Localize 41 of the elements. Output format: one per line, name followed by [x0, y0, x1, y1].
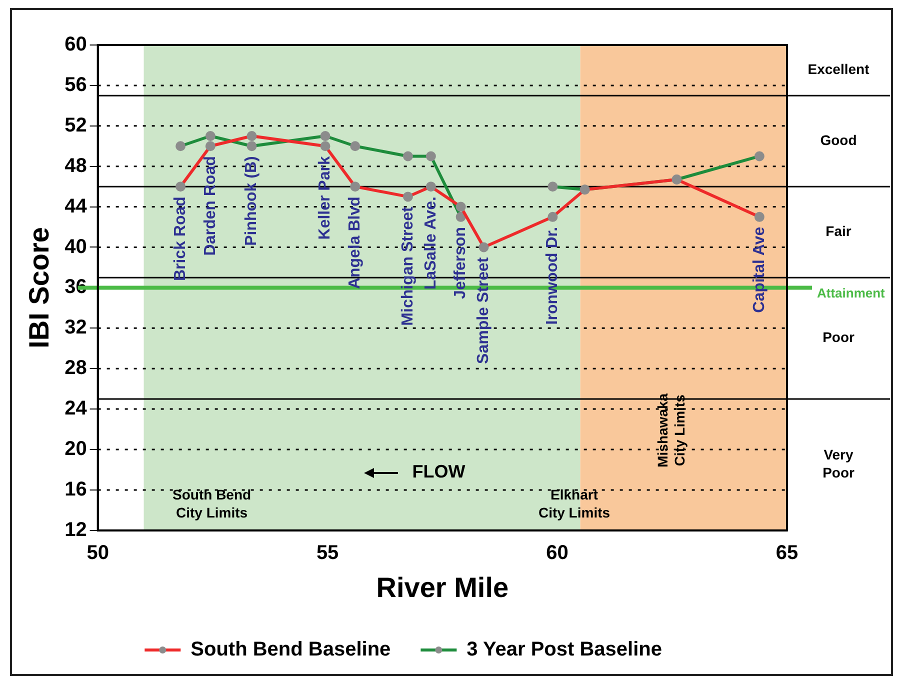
annotation: Capital Ave — [750, 226, 768, 313]
annotation: Ironwood Dr. — [544, 226, 562, 325]
ref-line-label: Attainment — [817, 285, 886, 300]
y-axis-title: IBI Score — [24, 227, 55, 348]
x-tick-label: 55 — [316, 542, 339, 564]
annotation: Darden Road — [202, 156, 219, 256]
text: Very Poor — [822, 446, 855, 481]
y-tick-label: 12 — [64, 518, 87, 541]
annotation: Pinhook (B) — [243, 156, 260, 246]
annotation: Michigan Street — [399, 206, 416, 326]
text: Excellent — [808, 61, 870, 78]
x-axis-title: River Mile — [376, 572, 509, 603]
x-tick-label: 60 — [546, 542, 568, 564]
y-tick-label: 32 — [64, 316, 87, 339]
annotation: Keller Park — [316, 156, 334, 240]
y-tick-label: 40 — [64, 236, 87, 258]
annotation: Jefferson — [452, 226, 470, 299]
text: Fair — [826, 222, 852, 239]
y-tick-label: 52 — [64, 114, 87, 136]
annotation: FLOW — [412, 461, 466, 482]
y-tick-label: 16 — [64, 478, 87, 500]
y-tick-label: 28 — [64, 357, 87, 380]
legend-label: 3 Year Post Baseline — [466, 638, 662, 661]
y-tick-label: 48 — [64, 154, 87, 177]
y-tick-label: 60 — [64, 34, 87, 56]
annotation: LaSalle Ave. — [422, 196, 440, 290]
y-tick-label: 56 — [64, 74, 87, 96]
text: Poor — [822, 329, 855, 346]
annotation: Mishawaka City Limits — [654, 393, 688, 468]
annotation: Brick Road — [172, 196, 189, 282]
annotation: Angela Blvd — [346, 196, 364, 290]
y-tick-label: 24 — [64, 398, 88, 420]
x-tick-label: 50 — [86, 542, 109, 564]
annotation: Elkhart City Limits — [538, 486, 610, 520]
y-tick-label: 20 — [64, 438, 87, 460]
x-tick-label: 65 — [776, 542, 798, 564]
annotation: Sample Street — [475, 256, 492, 364]
y-tick-label: 44 — [64, 195, 88, 218]
legend-label: South Bend Baseline — [190, 638, 391, 661]
annotation: South Bend City Limits — [172, 486, 252, 520]
text: Good — [820, 132, 857, 148]
